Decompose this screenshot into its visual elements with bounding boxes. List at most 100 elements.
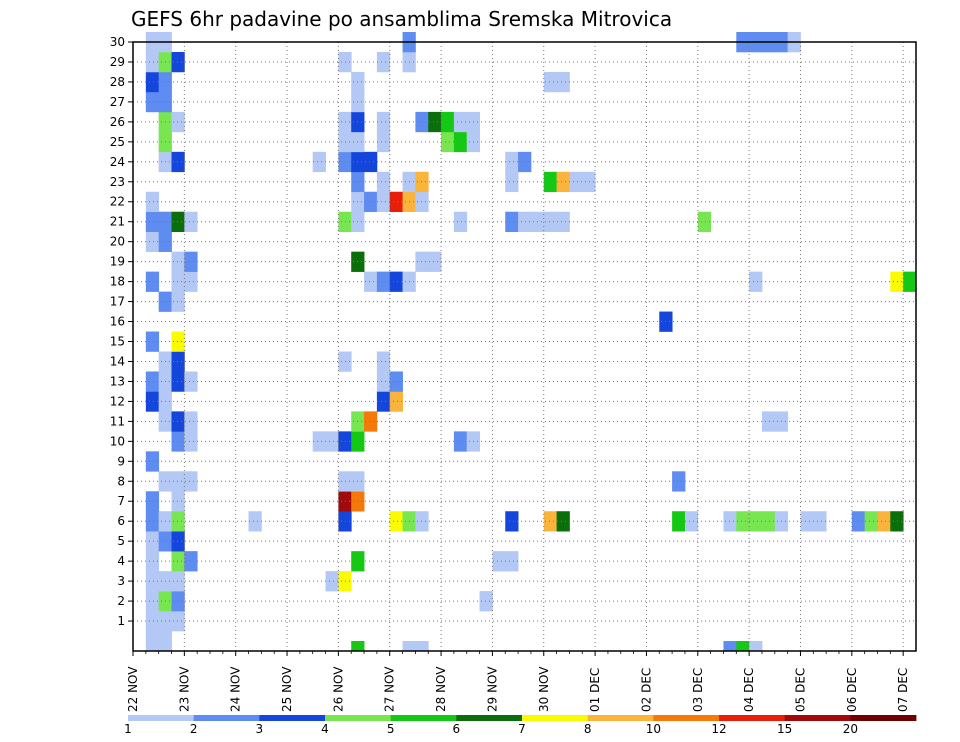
precip-cell — [441, 111, 455, 133]
precip-cell — [505, 551, 519, 572]
precip-cell — [376, 171, 391, 193]
precip-cell — [376, 191, 391, 213]
x-tick-label: 23 NOV — [177, 666, 191, 712]
y-tick-label: 22 — [110, 195, 125, 209]
precip-cell — [145, 191, 160, 213]
x-tick-label: 06 DEC — [845, 668, 859, 712]
y-tick-label: 14 — [110, 354, 125, 368]
y-tick-label: 21 — [110, 215, 125, 229]
precip-cell — [877, 511, 891, 532]
colorbar-label: 6 — [453, 722, 461, 736]
precip-cell — [364, 271, 378, 292]
precip-cell — [145, 71, 160, 93]
colorbar-label: 8 — [584, 722, 592, 736]
y-axis-ticks: 1234567891011121314151617181920212223242… — [110, 35, 133, 628]
y-tick-label: 26 — [110, 115, 125, 129]
x-tick-label: 25 NOV — [280, 666, 294, 712]
precip-cell — [376, 131, 391, 153]
precip-cell — [171, 331, 185, 352]
precip-cell — [171, 491, 185, 512]
precip-cell — [184, 471, 198, 492]
x-tick-label: 02 DEC — [639, 668, 653, 712]
precip-cell — [556, 71, 570, 93]
precip-cell — [518, 211, 532, 232]
precip-cell — [171, 151, 185, 173]
y-tick-label: 16 — [110, 315, 125, 329]
x-tick-label: 05 DEC — [793, 668, 807, 712]
precip-cell — [248, 511, 262, 532]
precip-cell — [543, 71, 557, 93]
plot-frame — [132, 41, 917, 652]
y-tick-label: 17 — [110, 295, 125, 309]
precip-cell — [389, 511, 403, 532]
precip-cell — [749, 641, 763, 652]
precip-cell — [890, 271, 904, 292]
colorbar-swatch — [259, 715, 326, 721]
precip-cell — [171, 371, 185, 392]
precip-cell — [505, 171, 519, 193]
precip-cell — [428, 251, 442, 272]
y-tick-label: 15 — [110, 335, 125, 349]
precip-cell — [171, 471, 185, 492]
colorbar-label: 10 — [646, 722, 661, 736]
precip-cell — [543, 211, 557, 232]
precip-cell — [543, 511, 557, 532]
colorbar-label: 3 — [256, 722, 264, 736]
precip-cell — [415, 171, 429, 193]
y-tick-label: 29 — [110, 55, 125, 69]
precip-cell — [492, 551, 506, 572]
chart-title: GEFS 6hr padavine po ansamblima Sremska … — [131, 7, 672, 31]
precip-cell — [389, 391, 403, 412]
precip-cell — [376, 391, 391, 412]
precip-cell — [184, 551, 198, 572]
y-tick-label: 6 — [117, 514, 125, 528]
precip-cell — [171, 591, 185, 612]
y-tick-label: 13 — [110, 374, 125, 388]
precip-cell — [376, 111, 391, 133]
precip-cell — [364, 191, 378, 213]
precip-cell — [145, 631, 160, 652]
precip-cell — [145, 591, 160, 612]
colorbar-label: 15 — [777, 722, 792, 736]
colorbar-label: 1 — [124, 722, 132, 736]
precip-cell — [453, 431, 468, 452]
colorbar-swatch — [850, 715, 917, 721]
colorbar-label: 2 — [190, 722, 198, 736]
x-tick-label: 28 NOV — [434, 666, 448, 712]
y-tick-label: 10 — [110, 434, 125, 448]
precip-cell — [569, 171, 583, 193]
precip-cell — [800, 511, 814, 532]
colorbar-swatch — [193, 715, 260, 721]
y-tick-label: 23 — [110, 175, 125, 189]
y-tick-label: 1 — [117, 614, 125, 628]
precip-cell — [364, 411, 378, 432]
precip-cell — [415, 251, 429, 272]
precip-cell — [402, 641, 416, 652]
precip-cell — [415, 191, 429, 213]
precip-cell — [543, 171, 557, 193]
colorbar-label: 5 — [387, 722, 395, 736]
precip-cell — [145, 531, 160, 552]
precip-cell — [851, 511, 866, 532]
precip-cell — [505, 211, 519, 232]
x-tick-label: 30 NOV — [537, 666, 551, 712]
y-tick-label: 30 — [110, 35, 125, 49]
precip-cell — [145, 611, 160, 632]
precip-cell — [145, 551, 160, 572]
precip-cell — [389, 271, 403, 292]
precip-cell — [672, 511, 686, 532]
precip-cell — [736, 511, 750, 532]
colorbar-label: 20 — [843, 722, 858, 736]
precip-cell — [184, 431, 198, 452]
precip-cell — [145, 211, 160, 232]
colorbar-label: 4 — [321, 722, 329, 736]
precip-cell — [415, 511, 429, 532]
precip-cell — [171, 351, 185, 372]
precip-cell — [325, 571, 339, 592]
precip-cell — [376, 351, 391, 372]
precip-cell — [376, 371, 391, 392]
precip-cell — [171, 431, 185, 452]
precip-cell — [184, 371, 198, 392]
precip-cell — [890, 511, 904, 532]
